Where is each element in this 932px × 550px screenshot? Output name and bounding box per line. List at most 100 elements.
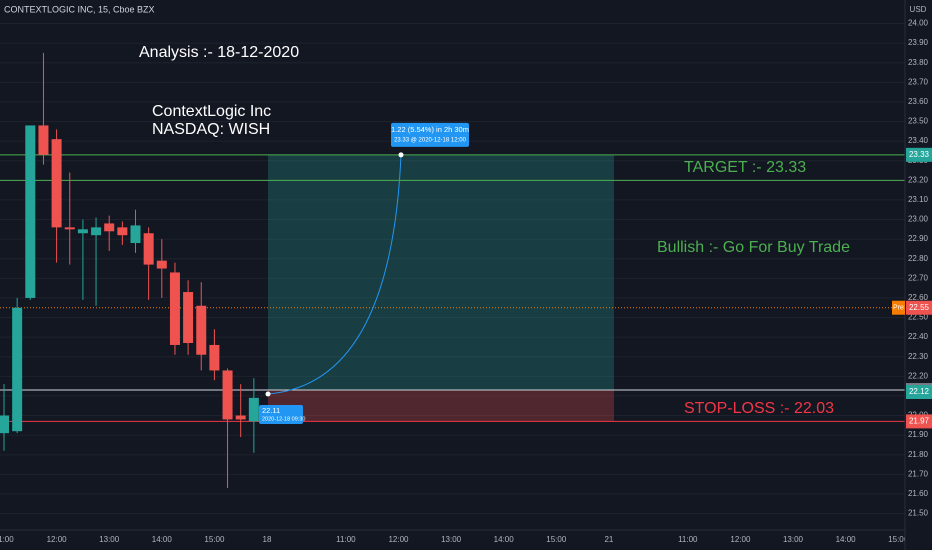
x-tick-label: 11:00: [678, 535, 698, 544]
y-tick-label: 23.90: [908, 38, 929, 47]
annotation: Bullish :- Go For Buy Trade: [657, 239, 850, 256]
annotation: NASDAQ: WISH: [152, 121, 270, 138]
price-tag: [906, 414, 932, 429]
candle-body: [64, 227, 75, 230]
x-tick-label: 12:00: [47, 535, 68, 544]
candle-body: [235, 415, 246, 420]
price-tag-label: 22.55: [909, 303, 930, 312]
price-tag-label: 22.12: [909, 387, 930, 396]
x-tick-label: 13:00: [441, 535, 462, 544]
x-tick-label: 14:00: [494, 535, 515, 544]
annotation: Analysis :- 18-12-2020: [139, 44, 299, 61]
x-tick-label: 12:00: [388, 535, 409, 544]
measure-label: 1.22 (5.54%) in 2h 30m: [391, 125, 469, 134]
x-tick-label: 11:00: [0, 535, 14, 544]
y-tick-label: 21.60: [908, 489, 929, 498]
start-date: 2020-12-18 09:30: [262, 416, 305, 422]
loss-zone: [268, 390, 614, 422]
x-tick-label: 12:00: [730, 535, 751, 544]
y-tick-label: 22.70: [908, 273, 929, 282]
measure-sublabel: 23.33 @ 2020-12-18 12:00: [394, 137, 466, 143]
candles: [0, 52, 259, 489]
price-tag-label: 23.33: [909, 150, 930, 159]
measure-point: [398, 152, 404, 158]
y-tick-label: 23.40: [908, 136, 929, 145]
y-tick-label: 22.50: [908, 313, 929, 322]
y-tick-label: 23.50: [908, 117, 929, 126]
y-tick-label: 24.00: [908, 19, 929, 28]
x-tick-label: 11:00: [336, 535, 356, 544]
candle-body: [0, 415, 9, 434]
y-tick-label: 23.10: [908, 195, 929, 204]
start-label: 22.11: [262, 406, 280, 415]
candle-body: [143, 233, 154, 265]
measure-label-box: [391, 122, 469, 147]
x-axis-bg: [0, 530, 932, 550]
profit-zone: [268, 154, 614, 391]
y-tick-label: 23.60: [908, 97, 929, 106]
x-tick-label: 18: [263, 535, 272, 544]
price-tag: [906, 147, 932, 162]
measure-point: [265, 391, 271, 397]
x-tick-label: 15:00: [546, 535, 567, 544]
candle-body: [156, 260, 167, 269]
y-tick-label: 21.80: [908, 450, 929, 459]
currency: USD: [910, 5, 927, 14]
annotation: ContextLogic Inc: [152, 103, 271, 120]
levels: [0, 154, 905, 422]
annotation: STOP-LOSS :- 22.03: [684, 400, 834, 417]
y-tick-label: 22.40: [908, 332, 929, 341]
candle-body: [12, 307, 23, 432]
candle-body: [248, 397, 259, 422]
candle-body: [91, 227, 102, 236]
candle-body: [196, 305, 207, 355]
x-tick-label: 21: [604, 535, 613, 544]
candle-body: [51, 139, 62, 228]
x-tick-label: 13:00: [783, 535, 804, 544]
candle-body: [130, 225, 141, 244]
candle-body: [104, 223, 115, 232]
candle-body: [169, 272, 180, 345]
candle-body: [209, 344, 220, 371]
y-axis-bg: [905, 0, 932, 550]
position-zone: [268, 154, 614, 422]
y-tick-label: 21.70: [908, 469, 929, 478]
candle-body: [222, 370, 233, 420]
y-tick-label: 22.90: [908, 234, 929, 243]
x-tick-label: 14:00: [836, 535, 857, 544]
x-axis: 11:00 12:00 13:00 14:00 15:00 18 11:00 12:00 13:…: [0, 529, 932, 550]
y-tick-label: 23.20: [908, 175, 929, 184]
candle-body: [117, 227, 128, 236]
start-label-box: [259, 404, 303, 424]
candle-body: [77, 229, 88, 234]
y-axis: USD 21.5021.6021.7021.8021.9022.0022.102…: [892, 0, 932, 550]
x-tick-label: 15:00: [888, 535, 909, 544]
x-tick-label: 13:00: [99, 535, 120, 544]
annotation: TARGET :- 23.33: [684, 159, 806, 176]
y-tick-label: 22.30: [908, 352, 929, 361]
price-tag-prefix: Pre: [893, 305, 904, 312]
y-tick-label: 22.20: [908, 371, 929, 380]
measure: 1.22 (5.54%) in 2h 30m 23.33 @ 2020-12-18…: [259, 122, 469, 424]
x-tick-label: 14:00: [152, 535, 173, 544]
y-tick-label: 23.70: [908, 77, 929, 86]
candle-body: [25, 125, 36, 298]
candle-body: [183, 292, 194, 343]
y-tick-label: 22.80: [908, 254, 929, 263]
y-tick-label: 21.90: [908, 430, 929, 439]
x-tick-label: 15:00: [204, 535, 225, 544]
y-tick-label: 22.60: [908, 293, 929, 302]
price-tag-prefix-box: [892, 300, 905, 315]
y-tick-label: 23.80: [908, 58, 929, 67]
y-tick-label: 23.00: [908, 215, 929, 224]
grid: [0, 23, 905, 515]
y-tick-label: 21.50: [908, 509, 929, 518]
price-tag: [906, 385, 932, 399]
price-tag-label: 21.97: [909, 417, 930, 426]
measure-curve: [267, 154, 402, 395]
header: CONTEXTLOGIC INC, 15, Cboe BZX: [4, 4, 155, 14]
candle-body: [38, 125, 49, 155]
price-tag: [906, 300, 932, 315]
